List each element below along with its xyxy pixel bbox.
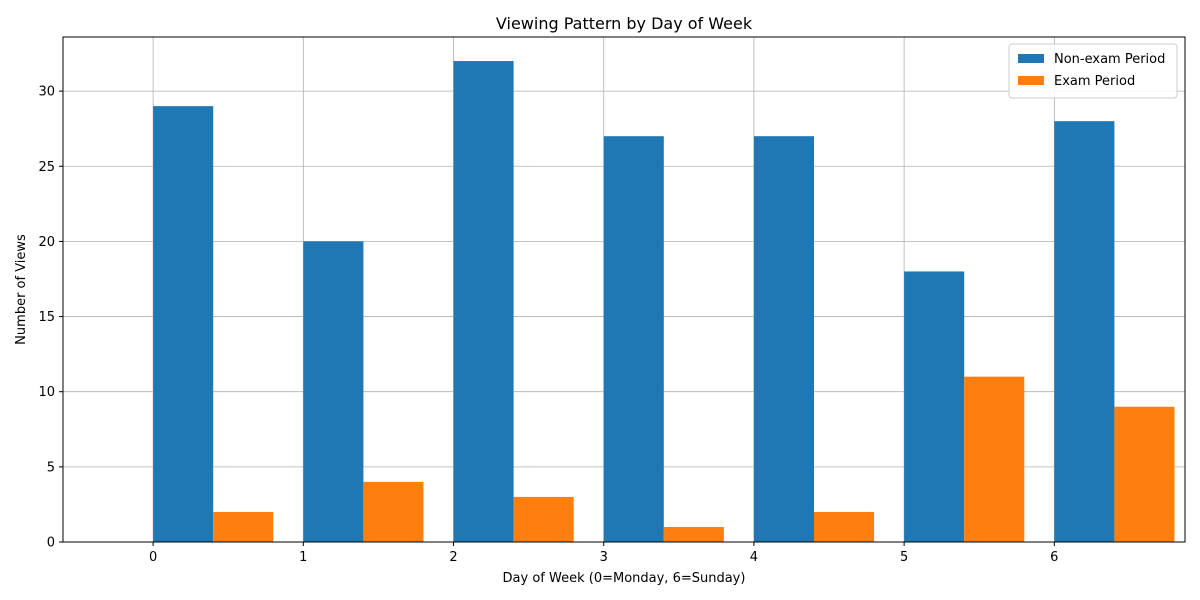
bars [153,61,1175,543]
bar-non-exam-period-5 [904,271,965,542]
y-tick-label: 20 [38,235,55,250]
bar-exam-period-4 [814,511,875,542]
bar-non-exam-period-0 [153,106,214,542]
legend-swatch [1018,54,1044,63]
x-tick-label: 4 [750,550,758,565]
legend-swatch [1018,76,1044,85]
bar-exam-period-0 [213,511,274,542]
bar-exam-period-3 [663,526,724,542]
y-tick-label: 0 [47,536,55,551]
y-tick-label: 30 [38,85,55,100]
bar-non-exam-period-3 [603,136,664,543]
y-tick-label: 25 [38,160,55,175]
x-tick-label: 5 [900,550,908,565]
legend: Non-exam Period Exam Period [1008,43,1178,99]
bar-non-exam-period-2 [453,61,514,543]
y-tick-label: 10 [38,385,55,400]
chart-title: Viewing Pattern by Day of Week [496,14,753,33]
x-tick-label: 3 [600,550,608,565]
y-tick-label: 15 [38,310,55,325]
bar-exam-period-6 [1114,406,1175,542]
bar-non-exam-period-1 [303,241,364,542]
legend-label: Non-exam Period [1054,52,1165,67]
x-tick-label: 0 [149,550,157,565]
legend-box [1008,43,1178,99]
plot-frame [62,36,1186,543]
bar-non-exam-period-6 [1054,121,1115,543]
x-tick-label: 1 [299,550,307,565]
x-tick-label: 2 [449,550,457,565]
bar-exam-period-5 [964,376,1025,542]
legend-label: Exam Period [1054,74,1135,89]
x-tick-label: 6 [1050,550,1058,565]
y-tick-label: 5 [47,460,55,475]
bar-exam-period-2 [513,496,574,542]
bar-non-exam-period-4 [753,136,815,543]
x-axis-label: Day of Week (0=Monday, 6=Sunday) [503,571,746,586]
y-axis-label: Number of Views [14,234,29,345]
axis-ticks: 0 1 2 3 4 5 6 0 5 10 15 20 25 30 [38,85,1058,565]
bar-exam-period-1 [363,481,424,542]
